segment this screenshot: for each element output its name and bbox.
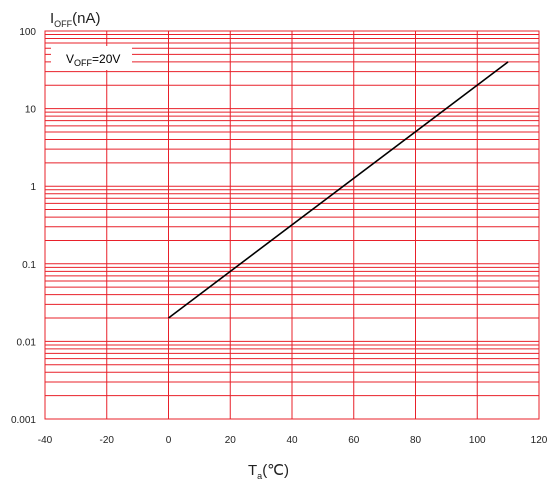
x-axis-title: Ta(℃) [248,462,289,481]
y-tick-label: 0.1 [22,260,36,271]
y-tick-label: 0.01 [17,337,37,348]
y-tick-label: 100 [19,27,36,38]
x-tick-label: 60 [348,435,360,446]
x-tick-label: -20 [100,435,115,446]
grid [44,30,540,420]
plot-border [44,30,540,420]
x-tick-label: 120 [531,435,548,446]
y-tick-label: 10 [25,105,37,116]
x-tick-labels: -40 -20 0 20 40 60 80 100 120 [38,435,548,446]
x-tick-label: 20 [225,435,237,446]
y-axis-title: IOFF(nA) [50,10,101,29]
x-tick-label: 40 [286,435,298,446]
y-tick-labels: 0.001 0.01 0.1 1 10 100 [11,27,36,426]
series-line [168,61,509,319]
annotation-label: VOFF=20V [66,52,120,68]
x-tick-label: 80 [410,435,422,446]
y-tick-label: 1 [30,182,36,193]
x-tick-label: 100 [469,435,486,446]
annotation-box [51,46,132,70]
x-tick-label: -40 [38,435,53,446]
x-tick-label: 0 [166,435,172,446]
y-tick-label: 0.001 [11,415,36,426]
ioff-vs-temperature-line [168,61,509,319]
plot-frame [44,30,540,420]
